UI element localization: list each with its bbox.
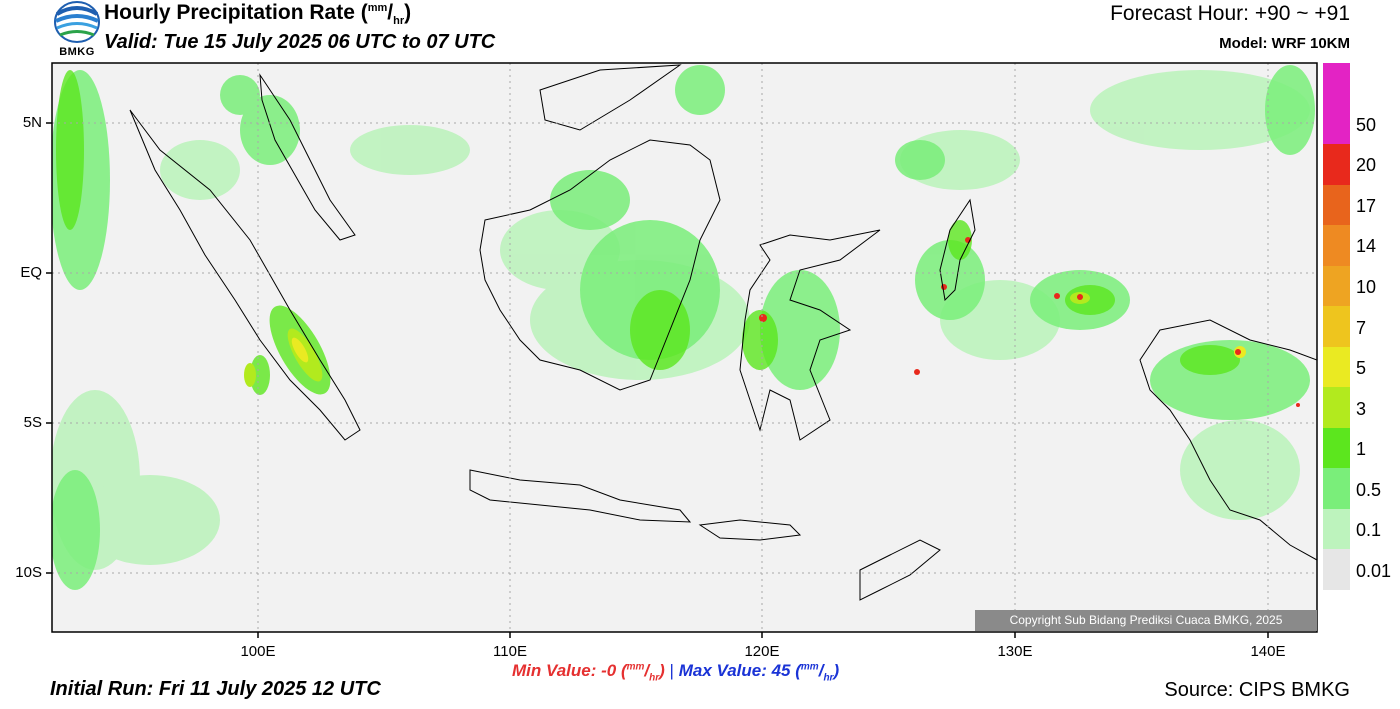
legend-band <box>1323 103 1350 145</box>
min-close: ) <box>659 661 665 680</box>
legend-band <box>1323 144 1350 185</box>
max-label: Max Value: 45 ( <box>678 661 801 680</box>
legend-label: 0.1 <box>1356 520 1382 541</box>
title-main: Hourly Precipitation Rate ( <box>104 1 368 24</box>
separator: | <box>669 661 674 680</box>
copyright-notice: Copyright Sub Bidang Prediksi Cuaca BMKG… <box>975 610 1317 631</box>
bmkg-logo-icon <box>52 0 102 62</box>
x-tick-label: 130E <box>997 643 1033 660</box>
title-close: ) <box>404 1 412 24</box>
y-tick-label: EQ <box>20 264 42 281</box>
legend-label: 5 <box>1356 358 1367 379</box>
legend-label: 20 <box>1356 155 1377 176</box>
legend-label: 17 <box>1356 195 1377 216</box>
legend-label: 7 <box>1356 317 1367 338</box>
min-unit-den: hr <box>649 672 660 684</box>
min-value: Min Value: -0 (mm/hr) <box>512 661 665 684</box>
min-label: Min Value: -0 ( <box>512 661 627 680</box>
title-unit-den: hr <box>393 15 405 28</box>
axis-ticks <box>46 122 1269 638</box>
x-tick-label: 140E <box>1250 643 1286 660</box>
forecast-hour: Forecast Hour: +90 ~ +91 <box>1110 2 1350 25</box>
legend-band <box>1323 184 1350 226</box>
legend-band <box>1323 387 1350 428</box>
x-tick-label: 100E <box>240 643 276 660</box>
legend-band <box>1323 427 1350 469</box>
color-legend <box>1323 63 1350 590</box>
page-title: Hourly Precipitation Rate (mm/hr) <box>104 1 411 27</box>
y-tick-label: 5S <box>23 414 42 431</box>
logo-text: BMKG <box>59 46 95 58</box>
max-unit-den: hr <box>823 672 834 684</box>
title-slash: / <box>387 1 394 24</box>
initial-run: Initial Run: Fri 11 July 2025 12 UTC <box>50 678 381 700</box>
legend-label: 1 <box>1356 439 1367 460</box>
legend-band <box>1323 306 1350 347</box>
min-unit-num: mm <box>626 661 645 673</box>
legend-band <box>1323 63 1350 104</box>
valid-time: Valid: Tue 15 July 2025 06 UTC to 07 UTC <box>104 31 496 53</box>
legend-band <box>1323 265 1350 307</box>
legend-label: 3 <box>1356 398 1367 419</box>
legend-label: 14 <box>1356 236 1377 257</box>
min-max-values: Min Value: -0 (mm/hr) | Max Value: 45 (m… <box>512 661 839 683</box>
legend-label: 0.5 <box>1356 479 1382 500</box>
precip-field <box>52 63 1317 632</box>
x-tick-label: 110E <box>493 643 527 660</box>
legend-band <box>1323 508 1350 550</box>
x-tick-label: 120E <box>744 643 780 660</box>
legend-band <box>1323 225 1350 266</box>
y-tick-label: 10S <box>15 564 42 581</box>
source-label: Source: CIPS BMKG <box>1164 679 1350 701</box>
max-unit-num: mm <box>800 661 819 673</box>
max-close: ) <box>833 661 840 680</box>
legend-label: 0.01 <box>1356 560 1392 581</box>
legend-band <box>1323 346 1350 388</box>
max-value: Max Value: 45 (mm/hr) <box>678 661 840 684</box>
legend-label: 50 <box>1356 114 1377 135</box>
map-frame <box>51 62 1318 633</box>
model-label: Model: WRF 10KM <box>1219 35 1350 52</box>
y-tick-label: 5N <box>22 114 42 131</box>
title-unit-num: mm <box>367 2 388 14</box>
legend-band <box>1323 468 1350 509</box>
legend-band <box>1323 549 1350 590</box>
legend-label: 10 <box>1356 276 1377 297</box>
